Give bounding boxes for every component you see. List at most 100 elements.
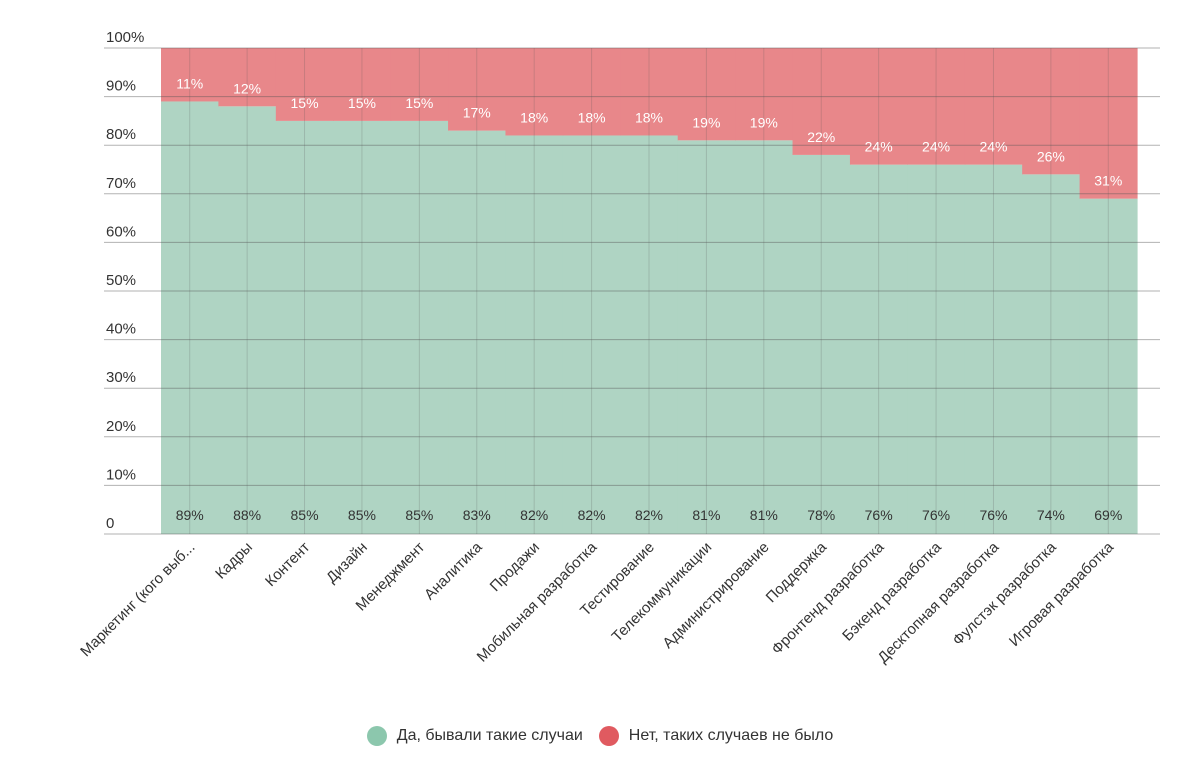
bar-no-14	[964, 48, 1023, 165]
y-tick-label-5: 50%	[106, 272, 136, 289]
y-tick-label-3: 30%	[106, 369, 136, 386]
bar-yes-15	[1022, 174, 1081, 535]
bar-no-5	[448, 48, 507, 131]
data-label-no-9: 19%	[692, 114, 720, 130]
data-label-no-12: 24%	[865, 139, 893, 155]
data-label-yes-6: 82%	[520, 507, 548, 523]
y-tick-label-6: 60%	[106, 223, 136, 240]
legend: Да, бывали такие случаи Нет, таких случа…	[0, 726, 1200, 746]
bar-yes-1	[218, 106, 277, 534]
bar-no-16	[1079, 48, 1138, 199]
bar-no-0	[161, 48, 220, 102]
data-label-yes-3: 85%	[348, 507, 376, 523]
data-label-no-11: 22%	[807, 129, 835, 145]
data-label-yes-9: 81%	[692, 507, 720, 523]
x-category-label-12: Фронтенд разработка	[768, 538, 888, 658]
data-label-yes-10: 81%	[750, 507, 778, 523]
data-label-yes-15: 74%	[1037, 507, 1065, 523]
bar-yes-5	[448, 130, 507, 534]
x-category-label-13: Бэкенд разработка	[839, 538, 945, 644]
data-label-no-13: 24%	[922, 139, 950, 155]
data-label-yes-0: 89%	[176, 507, 204, 523]
bar-no-11	[792, 48, 851, 155]
bar-yes-7	[562, 135, 621, 535]
data-label-yes-16: 69%	[1094, 507, 1122, 523]
legend-dot-no-icon	[598, 726, 619, 746]
data-label-yes-12: 76%	[865, 507, 893, 523]
data-label-yes-2: 85%	[291, 507, 319, 523]
x-category-label-2: Контент	[262, 539, 313, 590]
bar-yes-8	[620, 135, 679, 535]
bar-yes-2	[275, 120, 334, 535]
legend-item-no[interactable]: Нет, таких случаев не было	[598, 726, 833, 746]
bar-yes-10	[735, 140, 794, 534]
data-label-no-14: 24%	[979, 139, 1007, 155]
bar-no-9	[677, 48, 736, 141]
x-category-label-5: Аналитика	[421, 538, 486, 603]
y-tick-label-0: 0	[106, 515, 114, 532]
data-label-no-3: 15%	[348, 95, 376, 111]
data-label-no-0: 11%	[176, 75, 203, 91]
bar-no-2	[275, 48, 334, 121]
x-category-label-3: Дизайн	[323, 539, 371, 587]
bar-yes-3	[333, 120, 392, 535]
grid-layer	[104, 47, 1160, 535]
data-label-yes-14: 76%	[979, 507, 1007, 523]
bar-yes-12	[849, 164, 908, 534]
data-label-yes-7: 82%	[578, 507, 606, 523]
y-tick-label-8: 80%	[106, 126, 136, 143]
data-label-yes-1: 88%	[233, 507, 261, 523]
bar-yes-9	[677, 140, 736, 534]
y-tick-label-2: 20%	[106, 418, 136, 435]
legend-dot-yes-icon	[366, 726, 387, 746]
data-label-yes-11: 78%	[807, 507, 835, 523]
bar-no-12	[849, 48, 908, 165]
legend-item-yes[interactable]: Да, бывали такие случаи	[366, 726, 583, 746]
x-category-label-0: Маркетинг (кого выб...	[77, 539, 198, 660]
data-label-yes-4: 85%	[405, 507, 433, 523]
y-tick-label-4: 40%	[106, 321, 136, 338]
x-category-label-15: Фулстэк разработка	[949, 538, 1060, 649]
y-tick-label-9: 90%	[106, 78, 136, 95]
data-label-no-5: 17%	[463, 105, 491, 121]
data-label-no-2: 15%	[291, 95, 319, 111]
bar-yes-0	[161, 101, 220, 535]
data-label-no-8: 18%	[635, 109, 663, 125]
x-category-label-9: Телекоммуникации	[609, 539, 716, 646]
bar-no-6	[505, 48, 564, 136]
data-labels: 89% 11% 88% 12% 85% 15% 85% 15% 85% 15% 83% 17% 82% 1…	[176, 75, 1123, 523]
data-label-no-10: 19%	[750, 114, 778, 130]
bar-yes-11	[792, 154, 851, 535]
bar-no-4	[390, 48, 449, 121]
bar-no-1	[218, 48, 277, 107]
bar-no-8	[620, 48, 679, 136]
legend-label-yes: Да, бывали такие случаи	[396, 727, 583, 744]
bar-no-3	[333, 48, 392, 121]
x-axis-categories: Маркетинг (кого выб... Кадры Контент Дизайн…	[77, 538, 1117, 666]
data-label-no-15: 26%	[1037, 148, 1065, 164]
data-label-yes-8: 82%	[635, 507, 663, 523]
bar-yes-14	[964, 164, 1023, 534]
bar-yes-16	[1079, 198, 1138, 534]
x-category-label-6: Продажи	[487, 539, 543, 595]
y-tick-label-10: 100%	[106, 29, 144, 46]
data-label-no-1: 12%	[233, 80, 261, 96]
bar-yes-4	[390, 120, 449, 535]
bar-yes-13	[907, 164, 966, 534]
data-label-no-16: 31%	[1094, 173, 1122, 189]
data-label-no-6: 18%	[520, 109, 548, 125]
bar-yes-6	[505, 135, 564, 535]
bar-no-15	[1022, 48, 1081, 175]
bar-no-7	[562, 48, 621, 136]
bar-no-13	[907, 48, 966, 165]
data-label-yes-13: 76%	[922, 507, 950, 523]
x-category-label-1: Кадры	[212, 539, 256, 583]
y-tick-label-1: 10%	[106, 466, 136, 483]
x-category-label-16: Игровая разработка	[1006, 538, 1118, 650]
data-label-no-4: 15%	[405, 95, 433, 111]
data-label-no-7: 18%	[578, 109, 606, 125]
y-tick-label-7: 70%	[106, 175, 136, 192]
x-category-label-10: Администрирование	[659, 539, 772, 652]
data-label-yes-5: 83%	[463, 507, 491, 523]
